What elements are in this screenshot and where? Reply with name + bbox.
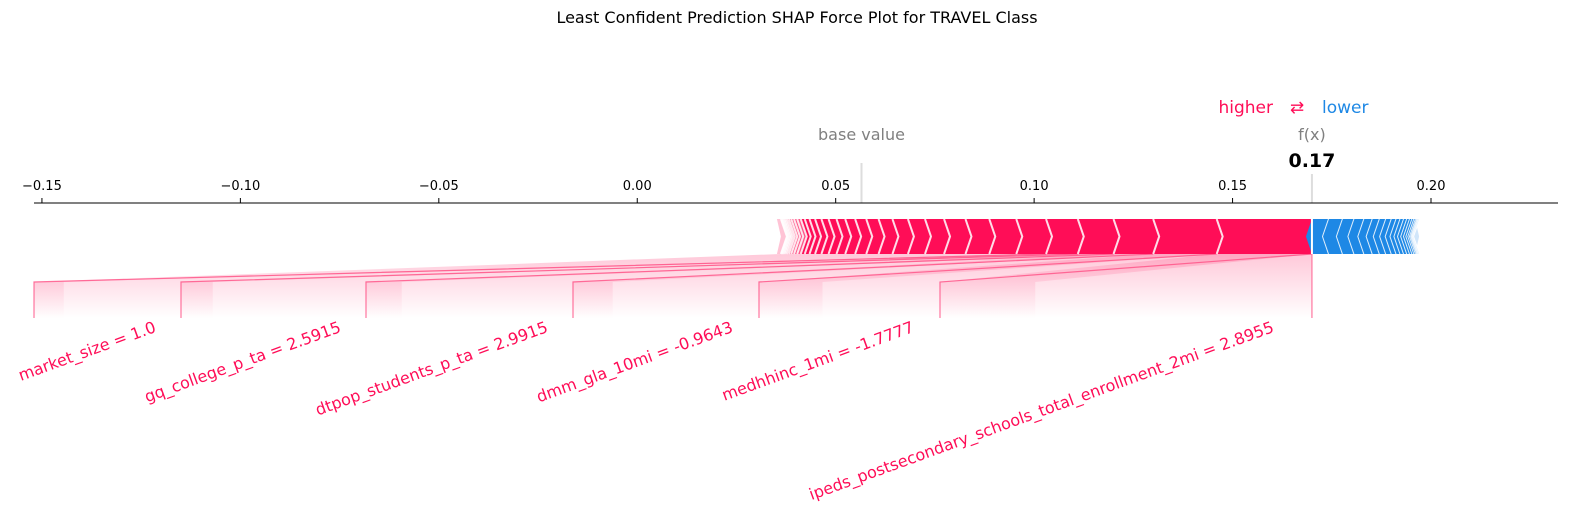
x-tick-label: 0.20 xyxy=(1417,179,1446,194)
positive-bar-segment xyxy=(892,219,914,254)
segment-separator xyxy=(781,218,790,255)
segment-separator xyxy=(814,218,823,255)
segment-separator xyxy=(1045,218,1054,255)
positive-bar-segment xyxy=(866,219,885,254)
positive-bar-segment xyxy=(1077,219,1120,254)
segment-separator xyxy=(964,218,973,255)
output-value: 0.17 xyxy=(1288,150,1335,172)
positive-bar-segment xyxy=(907,219,931,254)
segment-separator xyxy=(844,218,853,255)
feature-label: gq_college_p_ta = 2.5915 xyxy=(142,317,344,407)
segment-separator xyxy=(854,218,863,255)
positive-bar-segment xyxy=(855,219,873,254)
segment-separator xyxy=(988,218,997,255)
positive-bar-segment xyxy=(944,219,972,254)
segment-separator xyxy=(796,218,805,255)
segment-separator xyxy=(943,218,952,255)
positive-bar-segment xyxy=(800,219,811,254)
legend-arrow-icon: ⇄ xyxy=(1290,98,1304,118)
x-tick-label: 0.15 xyxy=(1218,179,1247,194)
feature-label: dmm_gla_10mi = -0.9643 xyxy=(534,317,736,407)
segment-separator xyxy=(1112,218,1121,255)
negative-bar-segment xyxy=(1385,219,1397,254)
legend-lower: lower xyxy=(1322,98,1368,118)
feature-connectors xyxy=(33,253,1313,318)
x-tick-label: −0.05 xyxy=(419,179,459,194)
segment-separator xyxy=(1152,218,1161,255)
segment-separator xyxy=(827,218,836,255)
segment-separator xyxy=(865,218,874,255)
feature-labels: market_size = 1.0gq_college_p_ta = 2.591… xyxy=(16,317,1277,504)
positive-bar-segment xyxy=(878,219,899,254)
segment-separator xyxy=(785,218,794,255)
connector-band xyxy=(34,254,1312,318)
positive-bar-segment xyxy=(1113,219,1160,254)
output-label: f(x) xyxy=(1298,125,1326,144)
positive-bar-segment xyxy=(965,219,996,254)
positive-bar-segment xyxy=(1153,219,1223,254)
segment-separator xyxy=(835,218,844,255)
positive-bar-segment xyxy=(1046,219,1084,254)
segment-separator xyxy=(820,218,829,255)
segment-separator xyxy=(799,218,808,255)
positive-bar-segment xyxy=(797,219,807,254)
segment-separator xyxy=(790,218,799,255)
x-tick-label: 0.00 xyxy=(623,179,652,194)
x-tick-label: −0.10 xyxy=(220,179,260,194)
segment-separator xyxy=(906,218,915,255)
x-tick-label: −0.15 xyxy=(22,179,62,194)
segment-separator xyxy=(787,218,796,255)
segment-separator xyxy=(1015,218,1024,255)
segment-separator xyxy=(1076,218,1085,255)
force-bars xyxy=(776,218,1421,255)
base-value-label: base value xyxy=(818,125,905,144)
segment-separator xyxy=(1412,218,1421,255)
negative-bar-segment xyxy=(1380,219,1392,254)
negative-bar-segment xyxy=(1336,219,1355,254)
feature-label: market_size = 1.0 xyxy=(16,317,159,385)
chart-title: Least Confident Prediction SHAP Force Pl… xyxy=(556,8,1037,27)
positive-bar-segment xyxy=(804,219,816,254)
segment-separator xyxy=(924,218,933,255)
segment-separator xyxy=(808,218,817,255)
positive-bar-segment xyxy=(1016,219,1053,254)
segment-separator xyxy=(1215,218,1224,255)
x-tick-label: 0.05 xyxy=(821,179,850,194)
positive-bar-segment xyxy=(924,219,951,254)
positive-bar-segment xyxy=(1216,219,1318,254)
legend: higher ⇄ lower xyxy=(1218,98,1368,118)
legend-higher: higher xyxy=(1218,98,1273,118)
x-axis-ticks: −0.15 −0.10 −0.05 0.00 0.05 0.10 0.15 0.20 xyxy=(22,179,1445,203)
negative-bar-segment xyxy=(1398,219,1408,254)
negative-bar-segment xyxy=(1390,219,1401,254)
positive-bar-segment xyxy=(989,219,1023,254)
segment-separator xyxy=(877,218,886,255)
feature-label: medhhinc_1mi = -1.7777 xyxy=(719,317,916,405)
segment-separator xyxy=(803,218,812,255)
negative-bar-segment xyxy=(1323,219,1343,254)
negative-bar-segment xyxy=(1394,219,1405,254)
segment-separator xyxy=(784,218,793,255)
feature-label: dtpop_students_p_ta = 2.9915 xyxy=(313,317,551,420)
x-tick-label: 0.10 xyxy=(1020,179,1049,194)
positive-bar-segment xyxy=(809,219,822,254)
segment-separator xyxy=(783,218,792,255)
segment-separator xyxy=(891,218,900,255)
segment-separator xyxy=(793,218,802,255)
